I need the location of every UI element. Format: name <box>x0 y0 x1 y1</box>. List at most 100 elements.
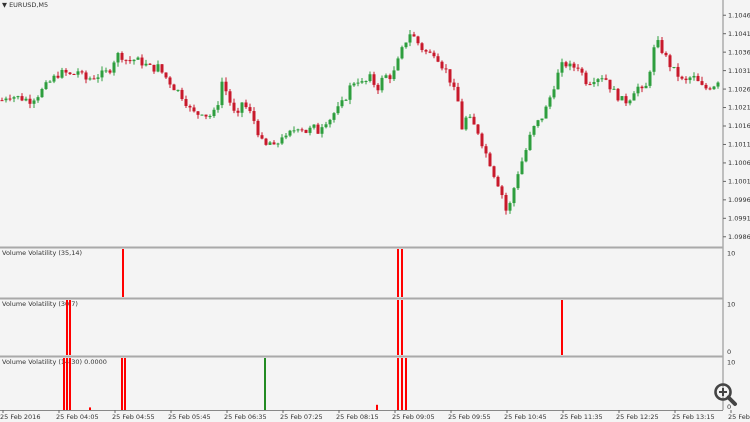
bull-candle <box>368 74 372 81</box>
bear-candle <box>8 98 12 100</box>
bear-candle <box>616 88 620 101</box>
time-tick-label: 25 Feb 07:25 <box>280 413 323 421</box>
zoom-button[interactable] <box>706 381 746 408</box>
bull-candle <box>612 88 616 90</box>
bull-candle <box>592 82 596 85</box>
bear-candle <box>180 89 184 100</box>
time-tick-label: 25 Feb 09:05 <box>392 413 435 421</box>
bull-candle <box>356 82 360 84</box>
bull-candle <box>60 69 64 78</box>
bear-candle <box>84 72 88 80</box>
bull-candle <box>220 81 224 106</box>
time-tick-label: 25 Feb 14:05 <box>728 413 750 421</box>
bull-candle <box>240 102 244 113</box>
bull-candle <box>716 82 720 87</box>
volatility-bar <box>66 300 68 355</box>
bull-candle <box>32 100 36 104</box>
bull-candle <box>212 109 216 117</box>
indicator-tick-label: 0 <box>727 348 731 356</box>
bull-candle <box>560 62 564 73</box>
bear-candle <box>172 84 176 91</box>
bull-candle <box>632 93 636 101</box>
price-tick-label: 1.10315 <box>728 67 750 75</box>
bear-candle <box>376 84 380 91</box>
bull-candle <box>268 142 272 145</box>
indicator-title: Volume Volatility (35,14) <box>2 249 82 257</box>
bear-candle <box>704 84 708 89</box>
volatility-bar <box>561 300 563 355</box>
bear-candle <box>432 52 436 57</box>
bear-candle <box>588 84 592 86</box>
bear-candle <box>188 105 192 108</box>
bull-candle <box>328 119 332 125</box>
bear-candle <box>500 186 504 196</box>
bear-candle <box>68 72 72 74</box>
volatility-bar <box>69 300 71 355</box>
bull-candle <box>336 106 340 114</box>
time-tick-label: 25 Feb 08:15 <box>336 413 379 421</box>
bear-candle <box>564 62 568 67</box>
bull-candle <box>712 86 716 90</box>
bear-candle <box>140 57 144 66</box>
bear-candle <box>456 86 460 102</box>
bear-candle <box>228 91 232 103</box>
bull-candle <box>396 58 400 71</box>
bear-candle <box>436 56 440 62</box>
bull-candle <box>620 96 624 101</box>
bull-candle <box>208 116 212 118</box>
bear-candle <box>504 195 508 211</box>
indicator-tick-label: 0 <box>727 403 731 411</box>
time-tick-label: 25 Feb 11:35 <box>560 413 603 421</box>
bull-candle <box>552 89 556 98</box>
bear-candle <box>416 36 420 44</box>
bear-candle <box>168 77 172 85</box>
bear-candle <box>252 111 256 121</box>
bull-candle <box>340 100 344 107</box>
volatility-bar <box>405 358 407 410</box>
bull-candle <box>508 203 512 211</box>
bull-candle <box>404 42 408 48</box>
price-tick-label: 1.10165 <box>728 122 750 130</box>
time-tick-label: 25 Feb 04:55 <box>112 413 155 421</box>
volatility-bar <box>397 300 399 355</box>
bull-candle <box>132 59 136 62</box>
bear-candle <box>460 101 464 130</box>
bear-candle <box>72 73 76 75</box>
bull-candle <box>324 124 328 128</box>
bear-candle <box>708 88 712 90</box>
bull-candle <box>288 130 292 136</box>
bull-candle <box>520 161 524 175</box>
bear-candle <box>92 78 96 80</box>
bear-candle <box>232 102 236 111</box>
bull-candle <box>468 116 472 118</box>
bull-candle <box>320 127 324 134</box>
bear-candle <box>684 78 688 81</box>
bear-candle <box>480 133 484 147</box>
bear-candle <box>680 76 684 79</box>
bull-candle <box>12 97 16 99</box>
volatility-bar <box>63 358 65 410</box>
price-tick-label: 1.10115 <box>728 141 750 149</box>
indicator-title: Volume Volatility (30,7) <box>2 300 78 308</box>
bull-candle <box>36 97 40 101</box>
bull-candle <box>308 127 312 133</box>
price-tick-label: 1.10465 <box>728 11 750 19</box>
volatility-bar <box>397 358 399 410</box>
price-tick-label: 1.09915 <box>728 215 750 223</box>
bear-candle <box>572 63 576 68</box>
bull-candle <box>312 124 316 128</box>
bull-candle <box>200 114 204 116</box>
volatility-bar <box>124 358 126 410</box>
volatility-bar <box>264 358 266 410</box>
bear-candle <box>428 51 432 53</box>
bear-candle <box>128 60 132 62</box>
bear-candle <box>248 107 252 112</box>
bull-candle <box>44 82 48 89</box>
time-tick-label: 25 Feb 2016 <box>0 413 40 421</box>
time-tick-label: 25 Feb 12:25 <box>616 413 659 421</box>
bear-candle <box>452 82 456 87</box>
bull-candle <box>688 77 692 81</box>
bull-candle <box>392 70 396 80</box>
